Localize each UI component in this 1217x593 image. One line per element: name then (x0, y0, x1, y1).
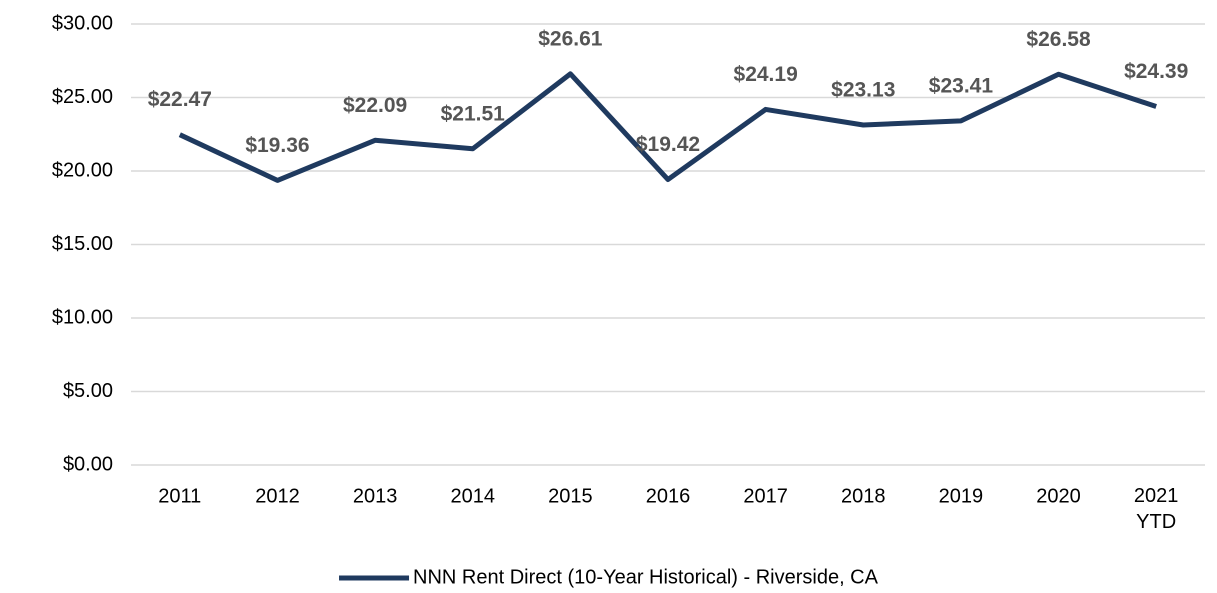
data-label: $24.39 (1124, 60, 1188, 83)
x-tick-label: 2014 (450, 485, 495, 507)
series-line (178, 71, 1157, 183)
data-label: $26.58 (1026, 28, 1091, 51)
x-tick-label: 2017 (743, 485, 788, 507)
y-tick-label: $10.00 (52, 306, 113, 328)
data-label: $26.61 (538, 27, 603, 50)
data-label: $23.41 (929, 74, 994, 97)
x-tick-label: 2013 (353, 485, 398, 507)
data-label: $19.42 (636, 133, 700, 156)
y-tick-label: $15.00 (52, 233, 113, 255)
x-tick-label: 2021 YTD (1134, 485, 1179, 533)
x-tick-label: 2018 (841, 485, 886, 507)
data-label: $22.47 (148, 88, 212, 111)
x-tick-label: 2012 (255, 485, 300, 507)
legend-label: NNN Rent Direct (10-Year Historical) - R… (413, 566, 879, 588)
x-tick-label: 2011 (158, 485, 201, 507)
y-tick-label: $20.00 (52, 159, 113, 181)
data-label: $23.13 (831, 79, 895, 102)
x-tick-label: 2015 (548, 485, 593, 507)
y-tick-label: $25.00 (52, 86, 113, 108)
data-label: $24.19 (734, 63, 798, 86)
y-tick-label: $0.00 (63, 453, 113, 475)
x-tick-label: 2020 (1036, 485, 1081, 507)
data-label: $21.51 (441, 102, 506, 125)
x-tick-label: 2016 (646, 485, 691, 507)
x-tick-label: 2019 (939, 485, 984, 507)
y-tick-label: $30.00 (52, 12, 113, 34)
data-label: $22.09 (343, 94, 407, 117)
data-label: $19.36 (245, 134, 309, 157)
y-tick-label: $5.00 (63, 380, 113, 402)
